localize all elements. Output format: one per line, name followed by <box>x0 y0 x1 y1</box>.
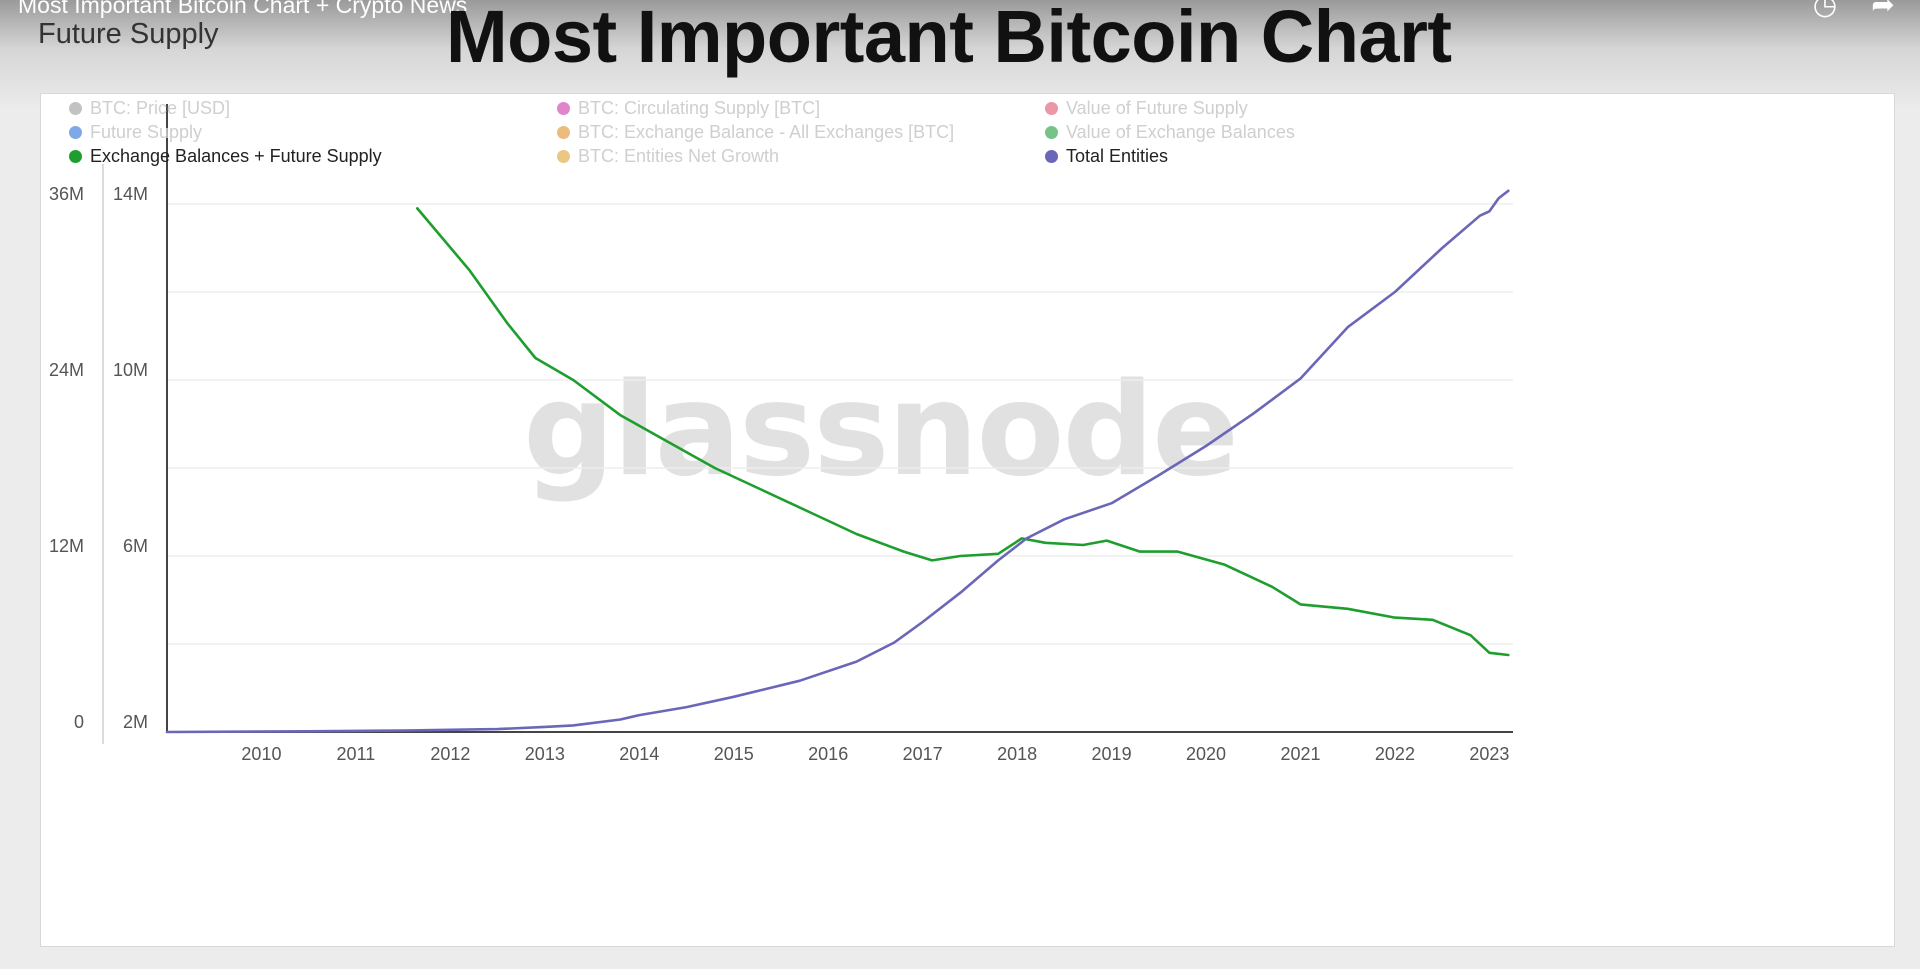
legend-label: BTC: Price [USD] <box>90 98 231 118</box>
legend-label: BTC: Exchange Balance - All Exchanges [B… <box>578 122 955 142</box>
legend-label: BTC: Circulating Supply [BTC] <box>578 98 821 118</box>
legend-item-btc-exchange-balance-all-exchanges-btc[interactable]: BTC: Exchange Balance - All Exchanges [B… <box>557 122 954 143</box>
x-axis-tick: 2010 <box>241 744 281 764</box>
watermark-logo: glassnode <box>523 356 1237 505</box>
legend-label: Total Entities <box>1066 146 1169 166</box>
right-axis-tick: 14M <box>113 184 148 204</box>
left-axis-tick: 24M <box>49 360 84 380</box>
legend-dot <box>557 150 570 163</box>
legend-item-total-entities[interactable]: Total Entities <box>1045 146 1168 167</box>
legend-label: Value of Future Supply <box>1066 98 1248 118</box>
legend-label: Value of Exchange Balances <box>1066 122 1295 142</box>
legend-dot <box>1045 150 1058 163</box>
chart-svg: glassnode 36M 24M 12M 0 14M 10M 6M 2M 2010 2011 201… <box>49 104 1513 764</box>
headline: Most Important Bitcoin Chart <box>446 0 1452 78</box>
right-axis-tick: 2M <box>123 712 148 732</box>
legend-dot <box>1045 126 1058 139</box>
series-line-total-entities <box>165 189 1510 734</box>
legend-item-value-of-future-supply[interactable]: Value of Future Supply <box>1045 98 1248 119</box>
x-axis-tick: 2019 <box>1092 744 1132 764</box>
legend-item-value-of-exchange-balances[interactable]: Value of Exchange Balances <box>1045 122 1295 143</box>
x-axis-tick: 2016 <box>808 744 848 764</box>
x-axis-tick: 2018 <box>997 744 1037 764</box>
x-axis-tick: 2017 <box>903 744 943 764</box>
legend-dot <box>557 126 570 139</box>
chart-legend: BTC: Price [USD] BTC: Circulating Supply … <box>41 94 1894 194</box>
x-axis-tick: 2014 <box>619 744 659 764</box>
right-axis-tick: 6M <box>123 536 148 556</box>
legend-label: Future Supply <box>90 122 203 142</box>
x-axis-tick: 2023 <box>1469 744 1509 764</box>
left-axis-tick: 12M <box>49 536 84 556</box>
x-axis-tick: 2011 <box>337 744 376 764</box>
video-title-overlay <box>0 0 1920 110</box>
legend-dot <box>69 102 82 115</box>
legend-dot <box>69 126 82 139</box>
x-axis-tick: 2020 <box>1186 744 1226 764</box>
video-title[interactable]: Most Important Bitcoin Chart + Crypto Ne… <box>18 0 468 18</box>
right-axis-tick: 10M <box>113 360 148 380</box>
x-axis-tick: 2012 <box>430 744 470 764</box>
legend-dot <box>557 102 570 115</box>
share-icon[interactable]: ➦ <box>1871 0 1895 20</box>
x-axis-tick: 2013 <box>525 744 565 764</box>
left-axis-tick: 0 <box>74 712 84 732</box>
clock-icon[interactable]: ◷ <box>1812 0 1838 20</box>
page-label: Future Supply <box>38 18 219 50</box>
legend-item-future-supply[interactable]: Future Supply <box>69 122 202 143</box>
chart-panel: glassnode 36M 24M 12M 0 14M 10M 6M 2M 2010 2011 201… <box>40 93 1895 947</box>
legend-item-exchange-balances-future-supply[interactable]: Exchange Balances + Future Supply <box>69 146 382 167</box>
video-actions: ◷ ➦ <box>1810 0 1898 20</box>
legend-item-btc-circulating-supply-btc[interactable]: BTC: Circulating Supply [BTC] <box>557 98 820 119</box>
x-axis-tick: 2015 <box>714 744 754 764</box>
legend-dot <box>69 150 82 163</box>
x-axis-tick: 2021 <box>1280 744 1320 764</box>
legend-label: Exchange Balances + Future Supply <box>90 146 382 166</box>
legend-item-btc-price-usd[interactable]: BTC: Price [USD] <box>69 98 230 119</box>
legend-label: BTC: Entities Net Growth <box>578 146 780 166</box>
x-axis-tick: 2022 <box>1375 744 1415 764</box>
legend-dot <box>1045 102 1058 115</box>
left-axis-tick: 36M <box>49 184 84 204</box>
legend-item-btc-entities-net-growth[interactable]: BTC: Entities Net Growth <box>557 146 779 167</box>
series-line-exchange-balances-future-supply <box>415 207 1510 657</box>
